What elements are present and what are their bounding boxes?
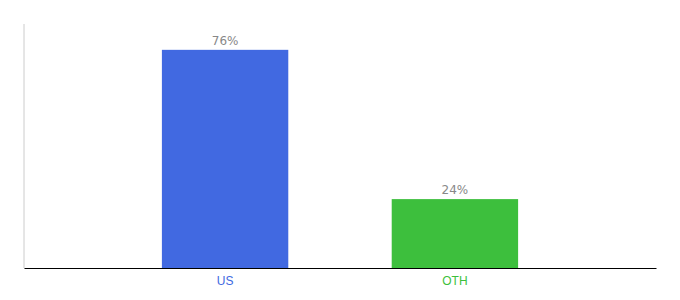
plot-area: US OTH 76% 24% bbox=[24, 24, 657, 288]
x-tick-label: OTH bbox=[442, 274, 467, 288]
chart-svg: US OTH 76% 24% bbox=[0, 0, 680, 300]
x-axis: US OTH bbox=[25, 269, 657, 288]
y-axis-line bbox=[24, 24, 25, 268]
x-tick: OTH bbox=[442, 274, 467, 288]
x-tick: US bbox=[217, 274, 234, 288]
data-label: 24% bbox=[442, 183, 469, 197]
bar bbox=[162, 50, 288, 268]
x-tick-label: US bbox=[217, 274, 234, 288]
bars bbox=[162, 50, 518, 268]
data-label: 76% bbox=[212, 34, 239, 48]
data-labels: 76% 24% bbox=[212, 34, 468, 197]
bar bbox=[392, 199, 518, 268]
x-axis-line bbox=[25, 268, 657, 269]
